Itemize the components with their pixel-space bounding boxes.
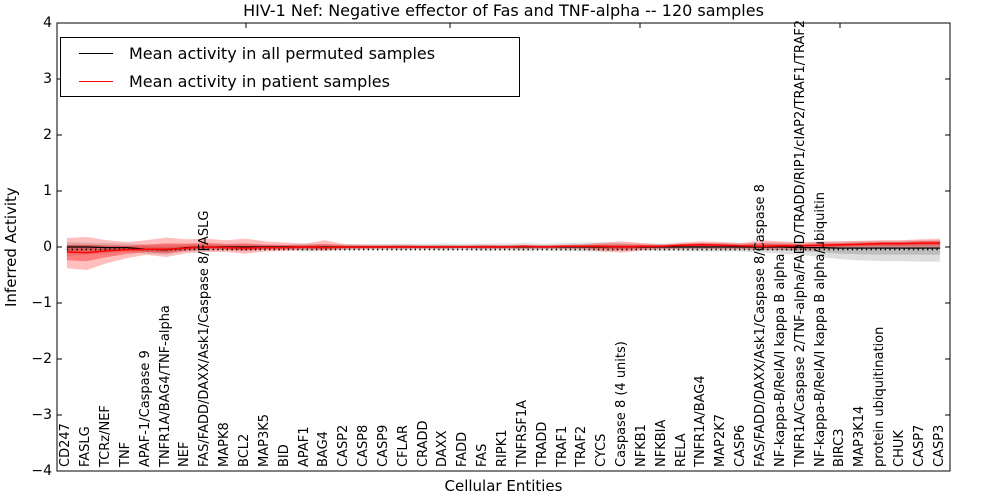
x-tick-label: TNFRSF1A xyxy=(514,399,530,467)
x-tick-label: Caspase 8 (4 units) xyxy=(614,341,630,467)
x-tick-label: NEF xyxy=(177,441,193,467)
x-tick-label: CHUK xyxy=(891,430,907,467)
x-tick-label: BCL2 xyxy=(237,433,253,467)
y-tick-label: −2 xyxy=(31,351,52,367)
x-tick-label: BAG4 xyxy=(316,431,332,467)
x-tick-label: RIPK1 xyxy=(495,429,510,467)
x-tick-label: FAS/FADD/DAXX/Ask1/Caspase 8/FASLG xyxy=(197,210,213,467)
x-tick-label: RELA xyxy=(673,433,689,467)
x-tick-label: CASP8 xyxy=(356,424,372,467)
x-axis-title: Cellular Entities xyxy=(444,477,563,495)
x-tick-label: TRAF1 xyxy=(554,425,570,467)
legend-label-permuted: Mean activity in all permuted samples xyxy=(129,43,436,63)
y-tick-label: −3 xyxy=(31,407,52,423)
y-tick-label: 3 xyxy=(43,71,52,87)
legend-line-red xyxy=(79,80,113,82)
x-tick-label: TRAF2 xyxy=(574,425,590,467)
x-tick-label: MAP3K5 xyxy=(256,413,272,467)
y-tick-label: 0 xyxy=(43,239,52,255)
y-tick-label: 2 xyxy=(43,127,52,143)
patient-mean-line xyxy=(66,242,941,254)
x-tick-label: DAXX xyxy=(435,430,451,468)
legend-row-permuted: Mean activity in all permuted samples xyxy=(61,41,519,65)
x-tick-label: CD247 xyxy=(58,423,74,467)
y-tick-label: −4 xyxy=(31,463,52,479)
x-tick-label: TCRz/NEF xyxy=(98,405,114,467)
x-tick-label: CRADD xyxy=(415,420,431,468)
x-tick-label: TRADD xyxy=(534,421,550,467)
x-tick-label: FAS xyxy=(475,443,491,467)
x-tick-label: MAPK8 xyxy=(217,422,233,467)
x-tick-label: CASP7 xyxy=(911,424,927,467)
x-tick-label: MAP2K7 xyxy=(713,413,729,467)
y-tick-label: 1 xyxy=(43,183,52,199)
legend-label-patient: Mean activity in patient samples xyxy=(129,71,390,91)
x-tick-label: CFLAR xyxy=(395,424,411,467)
x-tick-label: MAP3K14 xyxy=(852,405,868,467)
x-tick-label: CASP9 xyxy=(375,424,391,467)
x-tick-label: APAF-1/Caspase 9 xyxy=(137,350,153,467)
x-tick-label: NFKB1 xyxy=(633,424,649,467)
x-tick-label: NFKBIA xyxy=(653,419,669,467)
legend-line-black xyxy=(79,52,113,54)
x-tick-label: APAF1 xyxy=(296,426,312,467)
y-tick-label: 4 xyxy=(43,15,52,31)
x-tick-label: BIRC3 xyxy=(832,428,848,468)
x-tick-label: FASLG xyxy=(78,426,94,467)
x-tick-label: TNFR1A/BAG4/TNF-alpha xyxy=(157,305,173,467)
x-tick-label: CYCS xyxy=(594,433,610,467)
legend-row-patient: Mean activity in patient samples xyxy=(61,69,519,93)
x-tick-label: TNFR1A/Caspase 2/TNF-alpha/FADD/TRADD/RI… xyxy=(792,19,808,467)
x-tick-label: FADD xyxy=(455,431,471,467)
x-tick-label: NF-kappa-B/RelA/I kappa B alpha/ubiquiti… xyxy=(812,192,828,467)
chart-title: HIV-1 Nef: Negative effector of Fas and … xyxy=(243,1,764,20)
legend-box: Mean activity in all permuted samples Me… xyxy=(60,37,520,97)
x-tick-label: CASP3 xyxy=(931,424,947,467)
x-tick-label: FAS/FADD/DAXX/Ask1/Caspase 8/Caspase 8 xyxy=(752,184,768,467)
x-tick-label: CASP6 xyxy=(733,424,749,467)
x-tick-label: protein ubiquitination xyxy=(872,326,888,467)
x-tick-label: BID xyxy=(276,444,292,467)
x-tick-label: CASP2 xyxy=(336,424,352,467)
y-tick-label: −1 xyxy=(31,295,52,311)
x-tick-label: TNF xyxy=(117,441,133,467)
x-tick-label: TNFR1A/BAG4 xyxy=(693,375,709,467)
y-axis-title: Inferred Activity xyxy=(2,187,20,307)
x-tick-label: NF-kappa-B/RelA/I kappa B alpha xyxy=(772,253,788,467)
